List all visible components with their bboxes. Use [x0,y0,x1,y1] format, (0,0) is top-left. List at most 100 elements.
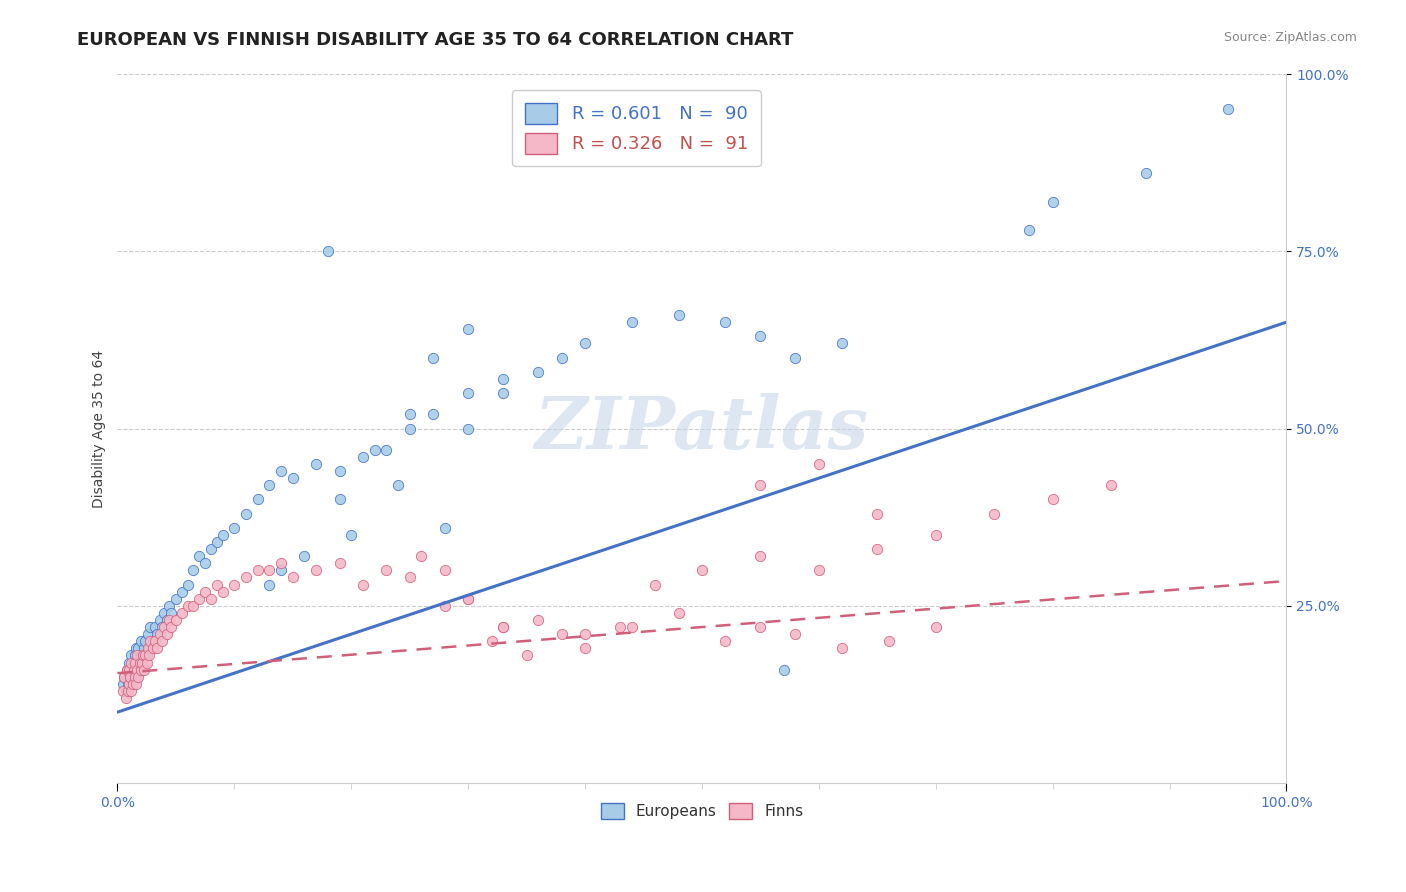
Point [749,620,772,634]
Point [194,556,217,570]
Point [160,606,183,620]
Point [925,528,948,542]
Point [492,620,515,634]
Point [118,670,141,684]
Point [121,648,143,663]
Point [457,386,479,401]
Point [516,648,538,663]
Point [550,627,572,641]
Point [134,634,156,648]
Point [150,634,173,648]
Point [925,620,948,634]
Text: EUROPEAN VS FINNISH DISABILITY AGE 35 TO 64 CORRELATION CHART: EUROPEAN VS FINNISH DISABILITY AGE 35 TO… [77,31,794,49]
Point [124,656,146,670]
Point [270,464,292,478]
Point [281,570,304,584]
Point [118,656,141,670]
Point [135,656,157,670]
Point [128,663,150,677]
Point [200,542,222,557]
Point [114,684,136,698]
Point [1042,194,1064,209]
Point [387,478,409,492]
Point [134,663,156,677]
Point [668,606,690,620]
Point [155,627,177,641]
Point [375,442,398,457]
Point [375,563,398,577]
Point [422,408,444,422]
Point [831,641,853,656]
Point [124,670,146,684]
Point [146,627,169,641]
Point [398,421,420,435]
Point [194,584,217,599]
Point [170,606,193,620]
Point [668,308,690,322]
Point [124,648,146,663]
Point [121,670,143,684]
Point [118,677,141,691]
Point [294,549,316,563]
Point [117,677,139,691]
Point [352,577,374,591]
Point [127,656,149,670]
Point [620,315,643,329]
Point [457,421,479,435]
Point [114,670,136,684]
Point [457,322,479,336]
Point [146,641,169,656]
Point [157,613,180,627]
Point [155,613,177,627]
Point [150,620,173,634]
Point [270,556,292,570]
Point [457,591,479,606]
Point [305,563,328,577]
Point [620,620,643,634]
Point [165,613,187,627]
Text: ZIPatlas: ZIPatlas [534,393,869,464]
Point [492,620,515,634]
Point [574,627,596,641]
Point [363,442,385,457]
Point [224,521,246,535]
Point [143,620,166,634]
Point [160,620,183,634]
Point [114,670,136,684]
Point [211,584,233,599]
Point [224,577,246,591]
Point [121,677,143,691]
Point [246,563,269,577]
Point [125,677,148,691]
Point [481,634,503,648]
Point [165,591,187,606]
Point [132,648,155,663]
Point [211,528,233,542]
Point [749,329,772,343]
Point [125,641,148,656]
Point [807,457,830,471]
Point [609,620,631,634]
Point [807,563,830,577]
Point [714,315,737,329]
Point [122,656,145,670]
Point [398,570,420,584]
Point [129,648,152,663]
Point [127,663,149,677]
Point [112,677,135,691]
Point [1042,492,1064,507]
Point [138,648,160,663]
Point [121,677,143,691]
Point [329,464,352,478]
Point [127,670,149,684]
Point [188,549,211,563]
Point [127,648,149,663]
Point [316,244,339,259]
Point [143,634,166,648]
Point [170,584,193,599]
Point [433,563,456,577]
Y-axis label: Disability Age 35 to 64: Disability Age 35 to 64 [93,350,107,508]
Point [983,507,1005,521]
Point [153,620,176,634]
Point [136,627,159,641]
